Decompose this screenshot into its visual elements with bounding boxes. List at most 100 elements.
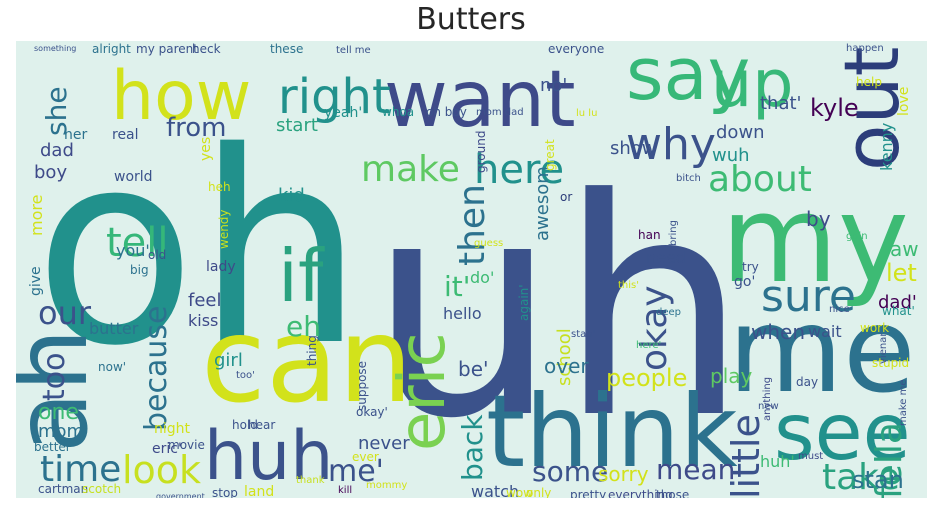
cloud-word: oh boy (426, 105, 467, 119)
cloud-word: here' (636, 340, 661, 351)
cloud-word: that' (760, 93, 802, 114)
cloud-word: give (28, 266, 44, 296)
cloud-word: work (860, 321, 889, 335)
cloud-word: from (166, 113, 227, 143)
cloud-word: ground (474, 131, 488, 173)
cloud-word: kyle (810, 94, 859, 122)
cloud-word: me (728, 281, 916, 419)
cloud-word: stupid (872, 356, 909, 370)
cloud-word: guess (474, 238, 503, 249)
cloud-word: tell me (336, 45, 371, 56)
cloud-word: butter (89, 319, 139, 338)
cloud-word: oh (34, 96, 364, 404)
cloud-word: world (114, 169, 153, 185)
cloud-word: when (751, 320, 805, 344)
cloud-word: night (154, 421, 191, 437)
cloud-word: then (452, 184, 493, 266)
cloud-word: think (486, 373, 738, 490)
cloud-word: or (560, 190, 572, 204)
cloud-word: hello (443, 304, 482, 323)
cloud-word: goin (846, 231, 868, 242)
cloud-word: lu lu (576, 108, 597, 119)
cloud-word: eh (286, 310, 321, 343)
cloud-word: mom (38, 421, 84, 442)
cloud-word: wendy (217, 209, 231, 249)
cloud-word: whoa (382, 105, 414, 119)
cloud-word: everything (608, 488, 673, 498)
cloud-word: great (543, 139, 557, 171)
cloud-word: anything (762, 377, 773, 421)
cloud-word: go' (734, 274, 755, 290)
cloud-word: my parent (136, 42, 198, 56)
cloud-word: stan (852, 466, 904, 494)
cloud-word: time (40, 449, 121, 490)
cloud-word: too (37, 353, 72, 401)
cloud-word: suppose (355, 361, 369, 411)
cloud-word: han (638, 228, 661, 242)
cloud-word: awesom (532, 166, 553, 241)
cloud-word: play (710, 364, 753, 388)
cloud-word: right (278, 69, 391, 125)
cloud-word: what' (882, 304, 915, 318)
cloud-word: because (139, 306, 174, 431)
cloud-word: okay' (356, 405, 388, 419)
cloud-word: huh (204, 417, 333, 496)
cloud-word: be' (458, 357, 489, 381)
cloud-word: again' (517, 284, 531, 321)
cloud-word: here (474, 147, 564, 193)
cloud-word: bring (668, 220, 679, 246)
cloud-word: ever (352, 450, 379, 464)
cloud-word: over (544, 354, 589, 378)
word-cloud: uh oh can think me my ah want how say up out if huh er… (16, 41, 927, 498)
cloud-word: ah (16, 328, 110, 453)
cloud-word: wuh (712, 145, 750, 166)
cloud-word: why (626, 119, 716, 170)
cloud-word: say (626, 41, 750, 116)
cloud-word: sure (761, 271, 856, 322)
cloud-word: watch (471, 482, 519, 498)
cloud-word: cartman (38, 482, 88, 496)
cloud-word: if (278, 234, 325, 318)
cloud-word: help (856, 75, 882, 89)
cloud-word: tell (106, 220, 169, 266)
cloud-word: kid (278, 185, 305, 206)
cloud-word: too' (236, 370, 255, 381)
cloud-word: mommy (366, 480, 407, 491)
cloud-word: her (64, 127, 87, 143)
cloud-word: now' (98, 360, 126, 374)
cloud-word: show (610, 138, 657, 159)
cloud-word: back (456, 414, 489, 481)
cloud-word: happen (846, 43, 884, 54)
cloud-word: okay (634, 285, 675, 371)
cloud-word: bitch (676, 173, 701, 184)
cloud-word: stop (212, 486, 238, 498)
cloud-word: something (34, 44, 76, 53)
cloud-word: one (38, 400, 79, 425)
cloud-word: me' (328, 454, 384, 489)
cloud-word: mean (656, 453, 735, 486)
cloud-word: wait (808, 322, 842, 341)
cloud-word: yes (198, 137, 214, 161)
cloud-word: only (526, 486, 551, 498)
cloud-word: real (112, 127, 139, 143)
cloud-word: better (34, 440, 71, 454)
cloud-word: start (276, 115, 318, 136)
cloud-word: need (646, 248, 686, 267)
cloud-word: thing (305, 335, 319, 366)
cloud-word: heh (208, 180, 231, 194)
cloud-word: old (148, 248, 166, 262)
cloud-word: kiss (188, 311, 218, 330)
cloud-word: government (156, 492, 205, 498)
cloud-word: lady (206, 259, 236, 275)
cloud-word: new (758, 401, 779, 412)
cloud-word: movie (168, 438, 205, 452)
cloud-word: out (827, 47, 916, 171)
cloud-word: make (361, 149, 460, 190)
cloud-word: dad (40, 140, 74, 161)
cloud-word: scotch (82, 482, 121, 496)
cloud-word: aw (890, 237, 919, 261)
cloud-word: must (798, 451, 823, 462)
cloud-word: hold (232, 418, 258, 432)
cloud-word: girl (214, 350, 243, 371)
